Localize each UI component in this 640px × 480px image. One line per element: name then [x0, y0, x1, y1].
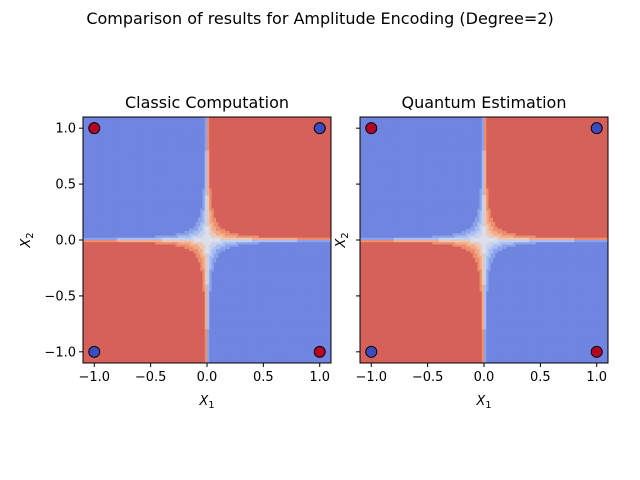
decision-surface: [83, 117, 331, 363]
data-point-red: [88, 122, 101, 135]
y-axis-label-subscript: 2: [340, 232, 351, 238]
x-tick-label: −1.0: [78, 370, 110, 385]
x-tick-label: 0.5: [253, 370, 274, 385]
y-tick-label: 0.5: [55, 178, 76, 193]
x-tick-label: 0.0: [474, 370, 495, 385]
x-tick-label: −0.5: [412, 370, 444, 385]
y-axis-label-subscript: 2: [25, 232, 36, 238]
x-tick-label: 1.0: [586, 370, 607, 385]
y-tick-label: −0.5: [44, 289, 76, 304]
x-axis-label-subscript: 1: [208, 400, 214, 411]
panel-title: Classic Computation: [125, 93, 289, 112]
y-tick-label: −1.0: [44, 345, 76, 360]
data-point-blue: [88, 345, 101, 358]
y-axis-label-base: X: [334, 238, 349, 249]
data-point-blue: [365, 345, 378, 358]
x-axis-label-subscript: 1: [485, 400, 491, 411]
y-tick-label: 1.0: [55, 122, 76, 137]
panel-title: Quantum Estimation: [402, 93, 567, 112]
y-axis-label: X2: [19, 232, 36, 248]
x-axis-label: X1: [198, 394, 214, 411]
x-axis-label-base: X: [198, 394, 209, 409]
data-point-red: [590, 345, 603, 358]
data-point-red: [313, 345, 326, 358]
x-tick-label: 0.5: [530, 370, 551, 385]
x-axis-label-base: X: [475, 394, 486, 409]
panel-quantum-estimation: Quantum Estimation −1.0 −0.5 0.0 0.5 1.0 X1 …: [334, 93, 609, 411]
data-point-red: [365, 122, 378, 135]
data-point-blue: [313, 122, 326, 135]
x-axis-label: X1: [475, 394, 491, 411]
x-tick-label: −0.5: [135, 370, 167, 385]
x-tick-label: −1.0: [355, 370, 387, 385]
x-tick-label: 0.0: [197, 370, 218, 385]
y-tick-label: 0.0: [55, 234, 76, 249]
decision-surface: [360, 117, 608, 363]
data-point-blue: [590, 122, 603, 135]
x-tick-label: 1.0: [309, 370, 330, 385]
figure-suptitle: Comparison of results for Amplitude Enco…: [86, 9, 553, 28]
panel-classic-computation: Classic Computation −1.0 −0.5 0.0 0.5 1.0 −1.…: [19, 93, 332, 411]
y-axis-label: X2: [334, 232, 351, 248]
y-axis-label-base: X: [19, 238, 34, 249]
